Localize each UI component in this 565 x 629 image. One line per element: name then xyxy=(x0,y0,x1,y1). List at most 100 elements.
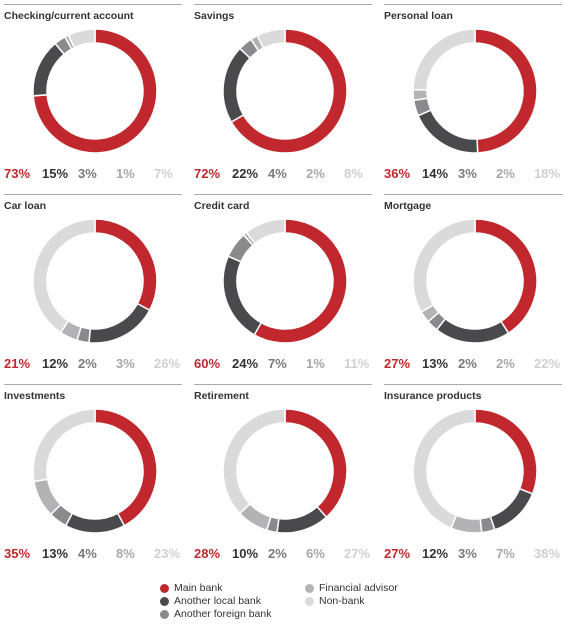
data-label-non-bank: 11% xyxy=(344,356,370,371)
data-label-another-local-bank: 13% xyxy=(42,546,69,561)
slice-another-local-bank xyxy=(64,512,126,534)
slice-non-bank xyxy=(256,28,286,50)
legend-label: Financial advisor xyxy=(319,582,398,594)
slice-financial-advisor xyxy=(412,88,429,102)
slice-non-bank xyxy=(245,218,286,245)
chart-title: Car loan xyxy=(4,200,47,212)
divider xyxy=(194,194,372,195)
legend-swatch xyxy=(160,610,169,619)
data-label-non-bank: 22% xyxy=(534,356,561,371)
data-label-main-bank: 60% xyxy=(194,356,221,371)
slice-financial-advisor xyxy=(33,478,62,516)
slice-non-bank xyxy=(412,218,476,314)
value-labels: 28% 10% 2% 6% 27% xyxy=(194,546,374,564)
chart-title: Savings xyxy=(194,10,235,22)
data-label-another-local-bank: 22% xyxy=(232,166,259,181)
data-label-another-local-bank: 24% xyxy=(232,356,259,371)
divider xyxy=(384,4,562,5)
value-labels: 27% 12% 3% 7% 38% xyxy=(384,546,564,564)
legend-label: Another local bank xyxy=(174,595,261,607)
divider xyxy=(4,194,182,195)
slice-non-bank xyxy=(412,28,476,91)
donut-panel: Personal loan 36% 14% 3% 2% 18% xyxy=(384,4,564,190)
legend-label: Another foreign bank xyxy=(174,608,272,620)
value-labels: 27% 13% 2% 2% 22% xyxy=(384,356,564,374)
divider xyxy=(384,194,562,195)
data-label-another-local-bank: 13% xyxy=(422,356,449,371)
slice-main-bank xyxy=(474,408,538,495)
donut-panel: Retirement 28% 10% 2% 6% 27% xyxy=(194,384,374,570)
data-label-another-local-bank: 12% xyxy=(42,356,69,371)
data-label-financial-advisor: 6% xyxy=(306,546,325,561)
data-label-main-bank: 36% xyxy=(384,166,411,181)
donut-chart xyxy=(32,408,158,534)
value-labels: 21% 12% 2% 3% 26% xyxy=(4,356,184,374)
data-label-main-bank: 27% xyxy=(384,356,411,371)
legend-swatch xyxy=(160,597,169,606)
chart-title: Checking/current account xyxy=(4,10,134,22)
donut-panel: Insurance products 27% 12% 3% 7% 38% xyxy=(384,384,564,570)
data-label-another-local-bank: 10% xyxy=(232,546,259,561)
data-label-non-bank: 26% xyxy=(154,356,181,371)
slice-main-bank xyxy=(253,218,348,344)
slice-main-bank xyxy=(94,218,158,312)
slice-another-local-bank xyxy=(32,42,66,97)
legend-swatch xyxy=(305,584,314,593)
donut-panel: Mortgage 27% 13% 2% 2% 22% xyxy=(384,194,564,380)
data-label-financial-advisor: 2% xyxy=(496,166,515,181)
chart-title: Investments xyxy=(4,390,66,402)
slice-another-local-bank xyxy=(435,317,510,344)
slice-non-bank xyxy=(412,408,476,530)
donut-panel: Credit card 60% 24% 7% 1% 11% xyxy=(194,194,374,380)
value-labels: 35% 13% 4% 8% 23% xyxy=(4,546,184,564)
divider xyxy=(384,384,562,385)
slice-non-bank xyxy=(32,408,96,483)
data-label-another-foreign-bank: 3% xyxy=(458,546,477,561)
value-labels: 73% 15% 3% 1% 7% xyxy=(4,166,184,184)
slice-non-bank xyxy=(32,218,96,334)
data-label-another-local-bank: 12% xyxy=(422,546,449,561)
data-label-another-foreign-bank: 4% xyxy=(78,546,97,561)
chart-title: Mortgage xyxy=(384,200,432,212)
chart-title: Credit card xyxy=(194,200,250,212)
slice-another-local-bank xyxy=(276,505,328,534)
slice-main-bank xyxy=(284,408,348,519)
data-label-non-bank: 38% xyxy=(534,546,561,561)
donut-panel: Savings 72% 22% 4% 2% 8% xyxy=(194,4,374,190)
data-label-another-local-bank: 15% xyxy=(42,166,69,181)
data-label-another-foreign-bank: 3% xyxy=(458,166,477,181)
data-label-another-foreign-bank: 2% xyxy=(78,356,97,371)
data-label-non-bank: 23% xyxy=(154,546,181,561)
data-label-another-foreign-bank: 3% xyxy=(78,166,97,181)
value-labels: 36% 14% 3% 2% 18% xyxy=(384,166,564,184)
data-label-financial-advisor: 3% xyxy=(116,356,135,371)
donut-chart xyxy=(412,408,538,534)
data-label-financial-advisor: 7% xyxy=(496,546,515,561)
slice-main-bank xyxy=(94,408,158,527)
donut-panel: Car loan 21% 12% 2% 3% 26% xyxy=(4,194,184,380)
data-label-financial-advisor: 2% xyxy=(496,356,515,371)
data-label-financial-advisor: 2% xyxy=(306,166,325,181)
data-label-main-bank: 28% xyxy=(194,546,221,561)
donut-chart xyxy=(32,28,158,154)
slice-another-local-bank xyxy=(222,47,252,124)
slice-main-bank xyxy=(32,28,158,154)
donut-chart xyxy=(412,218,538,344)
donut-chart xyxy=(222,408,348,534)
donut-chart xyxy=(222,28,348,154)
donut-chart xyxy=(32,218,158,344)
chart-title: Retirement xyxy=(194,390,249,402)
chart-title: Insurance products xyxy=(384,390,482,402)
legend-swatch xyxy=(305,597,314,606)
data-label-non-bank: 18% xyxy=(534,166,561,181)
slice-main-bank xyxy=(474,218,538,335)
divider xyxy=(4,384,182,385)
value-labels: 60% 24% 7% 1% 11% xyxy=(194,356,374,374)
donut-chart xyxy=(412,28,538,154)
divider xyxy=(194,384,372,385)
data-label-another-foreign-bank: 4% xyxy=(268,166,287,181)
slice-non-bank xyxy=(222,408,286,515)
legend-label: Main bank xyxy=(174,582,223,594)
slice-main-bank xyxy=(474,28,538,154)
slice-non-bank xyxy=(67,28,96,49)
